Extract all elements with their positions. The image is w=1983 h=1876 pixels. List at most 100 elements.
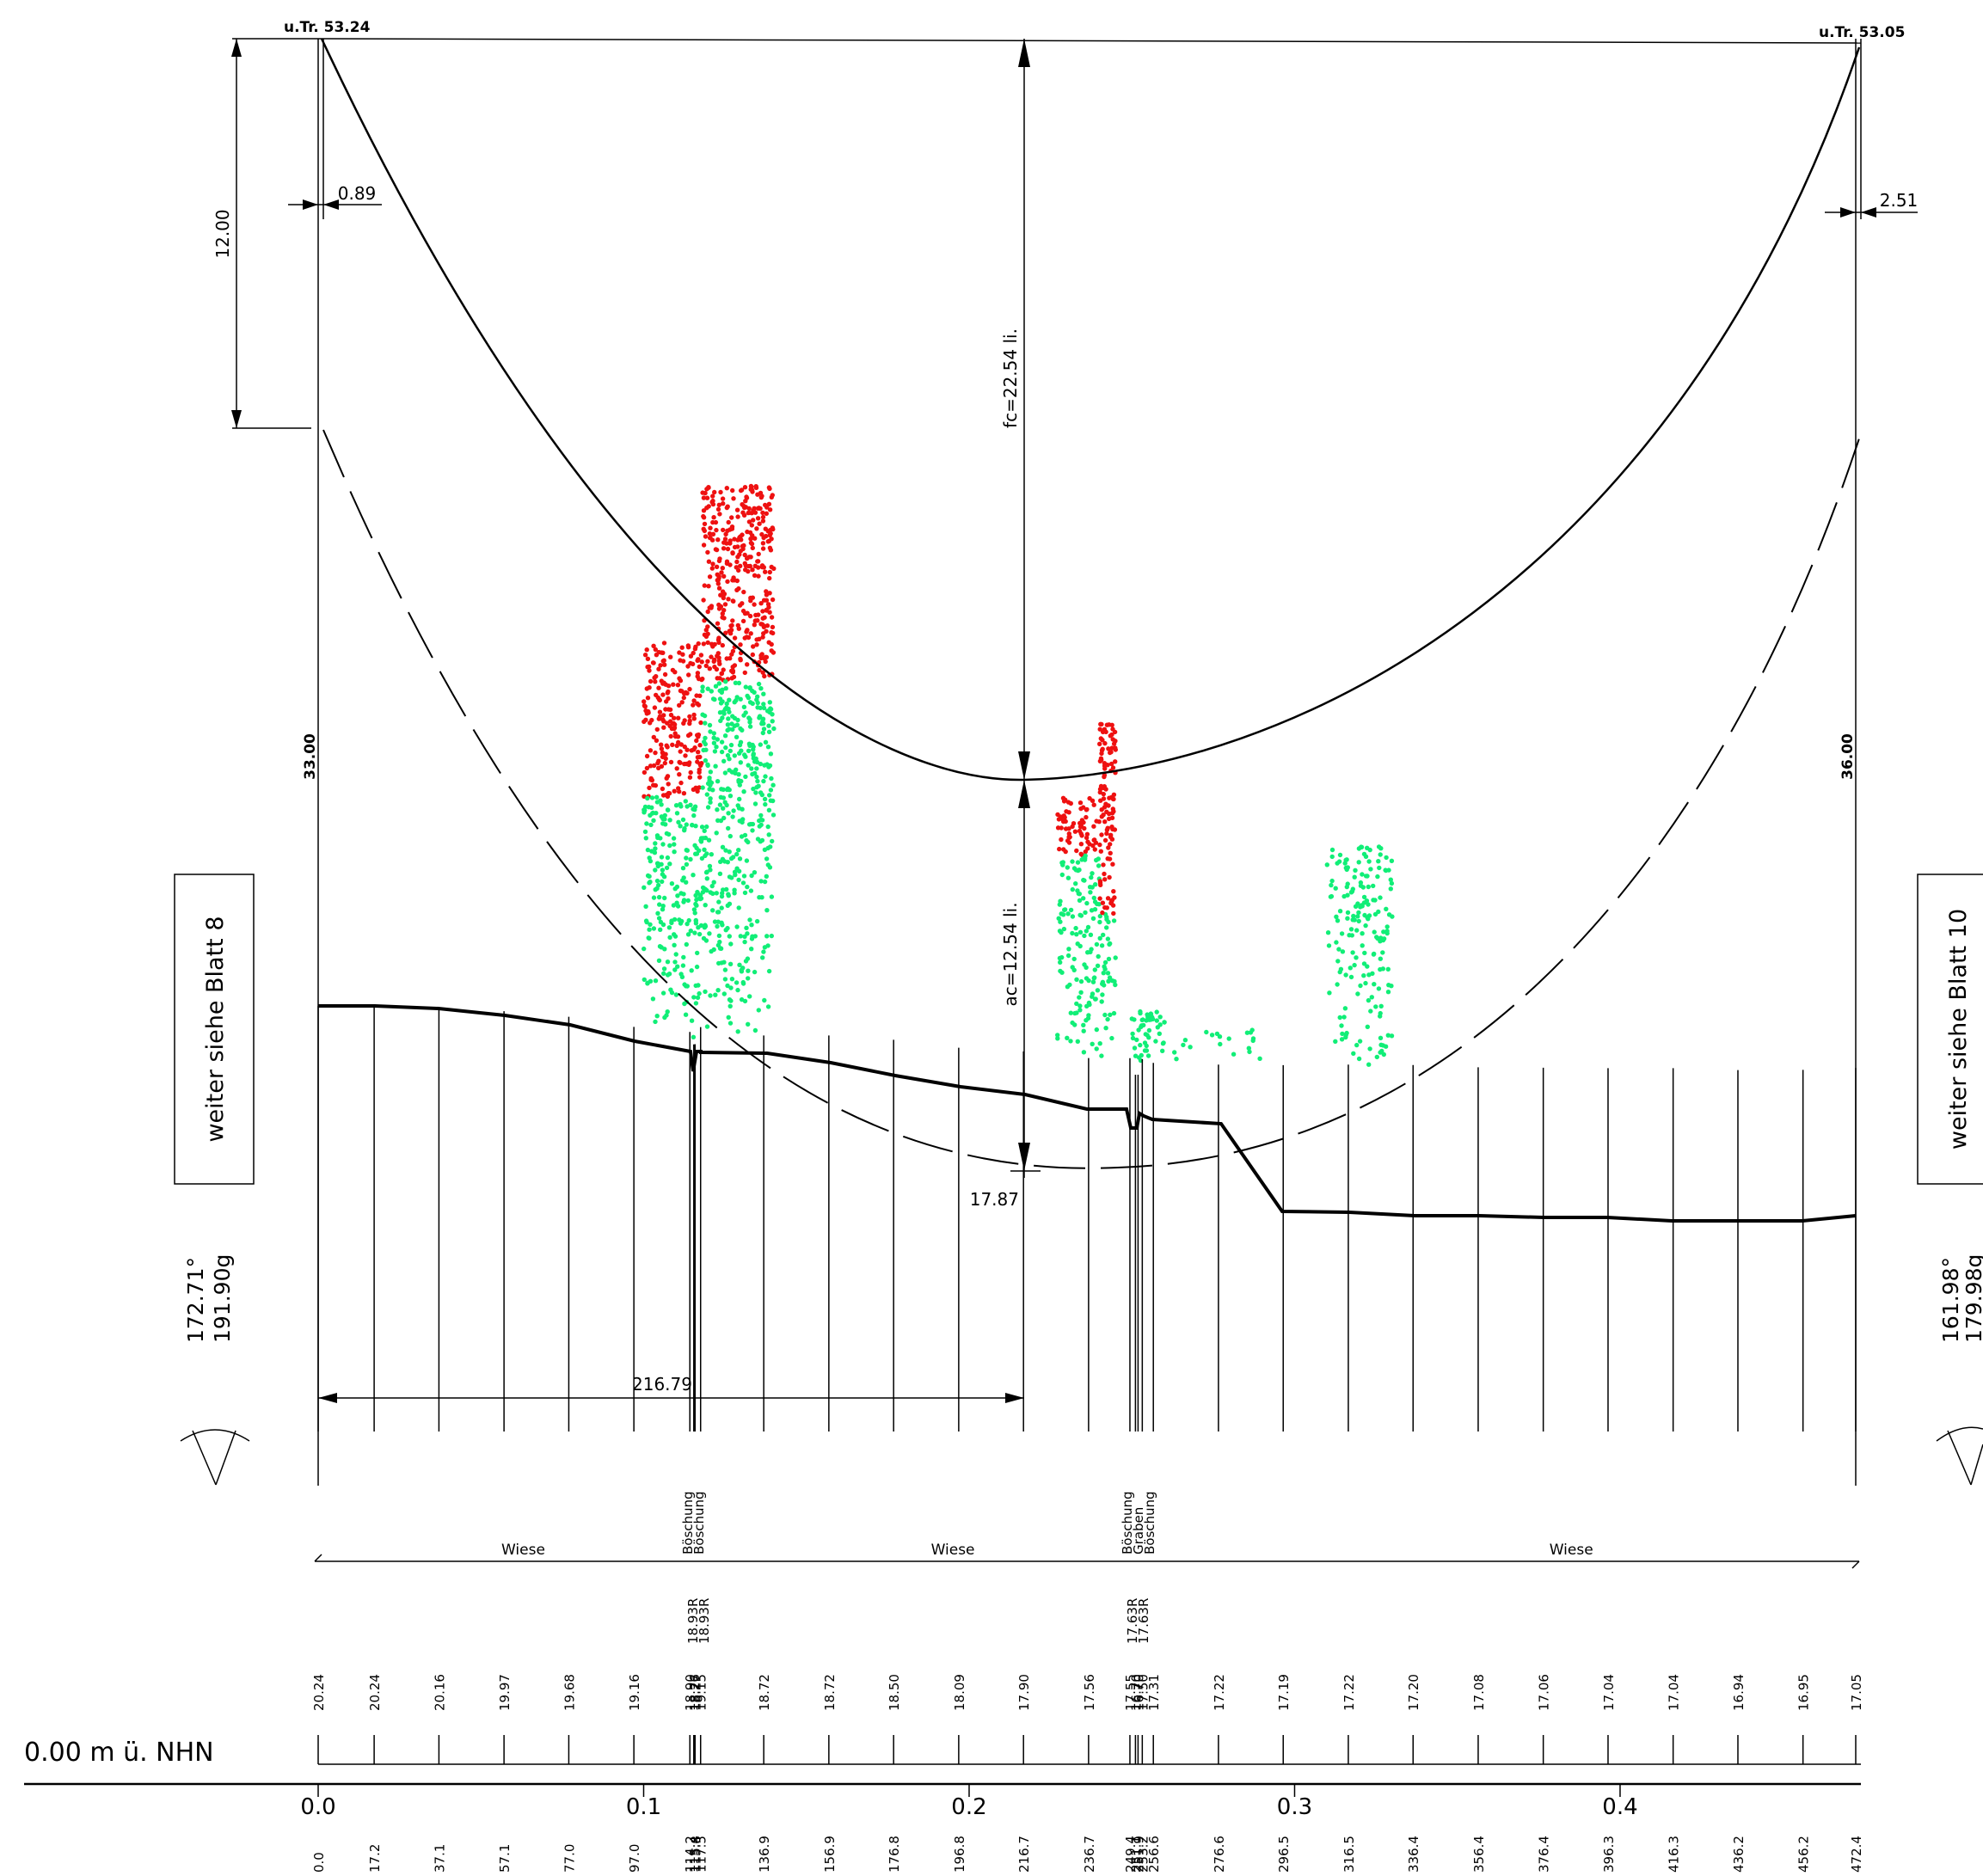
vegetation-point xyxy=(1377,865,1382,871)
vegetation-point xyxy=(1110,978,1115,984)
vegetation-point xyxy=(721,546,727,551)
vegetation-point xyxy=(741,704,747,709)
vegetation-point xyxy=(647,874,652,879)
vegetation-point xyxy=(727,697,732,702)
vegetation-point xyxy=(642,829,648,835)
vegetation-point xyxy=(1378,1042,1384,1048)
vegetation-point xyxy=(681,695,686,701)
vegetation-point xyxy=(1095,988,1101,993)
vegetation-point xyxy=(711,740,717,745)
vegetation-point xyxy=(737,603,743,608)
vegetation-point xyxy=(725,983,730,989)
vegetation-point xyxy=(709,689,714,694)
vegetation-point xyxy=(1073,867,1079,873)
vegetation-point xyxy=(1099,814,1105,819)
vegetation-point xyxy=(719,905,724,910)
vegetation-point xyxy=(1055,812,1060,818)
continuation-left-box[interactable]: weiter siehe Blatt 8 xyxy=(174,874,255,1185)
vegetation-point xyxy=(707,863,713,869)
vegetation-point xyxy=(667,861,672,867)
vegetation-point xyxy=(758,761,764,767)
vegetation-point xyxy=(708,796,713,801)
vegetation-point xyxy=(1154,1009,1159,1015)
vegetation-point xyxy=(1096,856,1102,861)
station-height-label: 17.05 xyxy=(1849,1674,1864,1711)
sag-dimension: fc=22.54 li. ac=12.54 li. 17.87 xyxy=(970,39,1041,1210)
vegetation-point xyxy=(717,512,722,517)
vegetation-point xyxy=(1182,1038,1188,1043)
vegetation-point xyxy=(701,513,706,519)
station-height-label: 18.09 xyxy=(952,1674,967,1711)
vegetation-point xyxy=(642,885,647,891)
vegetation-point xyxy=(703,720,708,726)
vegetation-point xyxy=(747,724,753,729)
vegetation-point xyxy=(666,707,672,712)
vegetation-point xyxy=(642,977,647,983)
vegetation-point xyxy=(750,567,755,573)
vegetation-point xyxy=(1110,737,1115,742)
vegetation-point xyxy=(740,510,746,515)
vegetation-point xyxy=(1388,877,1394,882)
vegetation-point xyxy=(651,926,657,931)
vegetation-point xyxy=(1327,990,1332,996)
vegetation-point xyxy=(642,719,647,725)
vegetation-point xyxy=(648,748,654,753)
vegetation-point xyxy=(742,939,747,945)
vegetation-point xyxy=(1360,872,1365,877)
vegetation-point xyxy=(662,812,667,818)
vegetation-point xyxy=(701,543,707,548)
vegetation-point xyxy=(751,518,756,523)
vegetation-point xyxy=(1109,1035,1114,1041)
vegetation-point xyxy=(700,689,705,694)
vegetation-point xyxy=(680,817,686,823)
vegetation-point xyxy=(1099,832,1104,837)
vegetation-point xyxy=(748,540,754,546)
vegetation-point xyxy=(645,980,650,985)
vegetation-point xyxy=(1097,726,1102,732)
vegetation-point xyxy=(735,514,740,519)
vegetation-point xyxy=(721,595,726,601)
vegetation-point xyxy=(739,834,745,839)
vegetation-point xyxy=(728,985,734,990)
vegetation-point xyxy=(1097,741,1102,746)
vegetation-point xyxy=(1084,814,1089,820)
vegetation-point xyxy=(1351,913,1356,919)
vegetation-point xyxy=(726,811,731,816)
vegetation-point xyxy=(671,836,677,841)
vegetation-point xyxy=(730,814,735,819)
vegetation-point xyxy=(752,510,758,515)
vegetation-point xyxy=(692,843,697,848)
vegetation-point xyxy=(666,684,672,689)
vegetation-point xyxy=(709,537,715,543)
vegetation-point xyxy=(1091,837,1096,843)
vegetation-point xyxy=(685,932,691,937)
vegetation-point xyxy=(656,666,661,671)
vegetation-point xyxy=(736,567,741,573)
vegetation-point xyxy=(642,769,648,776)
vegetation-point xyxy=(769,629,774,635)
vegetation-point xyxy=(1113,955,1118,960)
vegetation-point xyxy=(749,766,754,771)
vegetation-point xyxy=(766,968,772,974)
vegetation-point xyxy=(734,734,740,739)
vegetation-point xyxy=(741,713,746,718)
vegetation-point xyxy=(656,958,662,964)
vegetation-point xyxy=(1106,746,1111,751)
vegetation-point xyxy=(709,852,714,857)
vegetation-point xyxy=(675,683,681,688)
vegetation-point xyxy=(1146,1027,1152,1033)
vegetation-point xyxy=(1074,1010,1079,1015)
continuation-right-box[interactable]: weiter siehe Blatt 10 xyxy=(1917,874,1983,1185)
vegetation-point xyxy=(1355,991,1360,996)
vegetation-point xyxy=(680,659,686,664)
vegetation-point xyxy=(691,747,697,752)
vegetation-point xyxy=(1379,1048,1384,1054)
vegetation-point xyxy=(691,702,696,708)
vegetation-point xyxy=(1356,918,1361,924)
vegetation-point xyxy=(708,729,713,734)
vegetation-point xyxy=(706,837,712,843)
vegetation-point xyxy=(716,933,722,939)
vegetation-point xyxy=(693,1001,699,1006)
station-height-label: 20.16 xyxy=(432,1674,447,1711)
vegetation-point xyxy=(685,898,691,904)
